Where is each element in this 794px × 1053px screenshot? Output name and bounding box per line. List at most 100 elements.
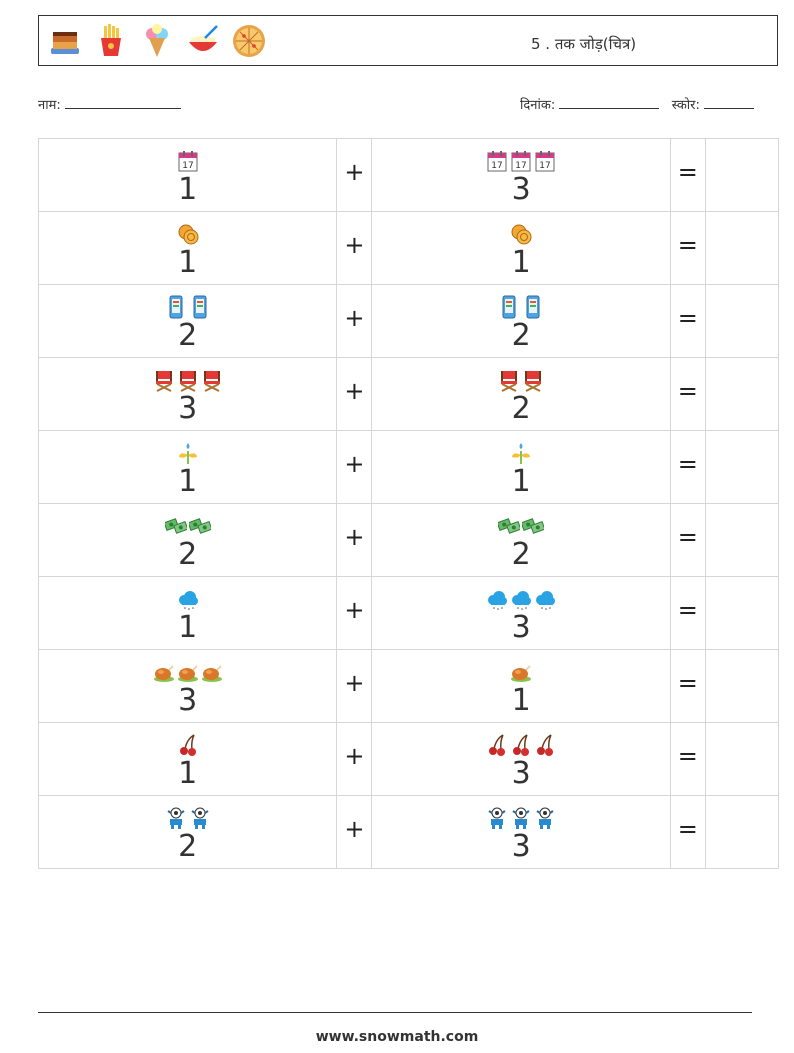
phone-icon <box>498 295 520 319</box>
equals-sign-cell: = <box>669 795 706 869</box>
answer-box[interactable] <box>704 357 780 431</box>
problem-row: 3 +1 = <box>37 649 780 723</box>
equals-sign: = <box>677 815 698 843</box>
icon-group <box>39 291 336 319</box>
operand-number: 2 <box>511 537 531 572</box>
sprout-icon <box>510 441 532 465</box>
cherries-icon <box>177 733 199 757</box>
plus-sign-cell: + <box>336 138 373 212</box>
operand-b: 3 <box>371 722 671 796</box>
answer-box[interactable] <box>704 211 780 285</box>
plus-sign-cell: + <box>336 284 373 358</box>
roast-chicken-icon <box>177 660 199 684</box>
date-score-fields: दिनांक: स्कोर: <box>520 95 755 113</box>
operand-b: 1 <box>371 430 671 504</box>
operand-number: 3 <box>178 391 198 426</box>
operand-a: 1 <box>37 211 338 285</box>
pizza-icon <box>231 22 267 60</box>
phone-icon <box>522 295 544 319</box>
score-blank[interactable] <box>704 96 755 109</box>
problem-row: 3 +2 = <box>37 357 780 431</box>
equals-sign: = <box>677 377 698 405</box>
equals-sign: = <box>677 742 698 770</box>
operand-b: 1 <box>371 649 671 723</box>
icon-group <box>372 583 669 611</box>
operand-b: 2 <box>371 357 671 431</box>
svg-text:17: 17 <box>491 161 502 171</box>
plus-sign: + <box>344 669 365 697</box>
icon-group: 17 17 17 <box>372 145 669 173</box>
plus-sign-cell: + <box>336 722 373 796</box>
plus-sign-cell: + <box>336 357 373 431</box>
problem-row: 17 1 +17 17 17 3 = <box>37 138 780 212</box>
cake-icon <box>47 22 83 60</box>
problem-row: 2 +3 = <box>37 795 780 869</box>
plus-sign: + <box>344 231 365 259</box>
ice-cream-icon <box>139 22 175 60</box>
date-blank[interactable] <box>559 96 660 109</box>
icon-group <box>39 510 336 538</box>
answer-box[interactable] <box>704 430 780 504</box>
cloud-icon <box>534 587 556 611</box>
robot-icon <box>486 806 508 830</box>
operand-number: 3 <box>511 829 531 864</box>
equals-sign: = <box>677 158 698 186</box>
calendar-icon: 17 <box>534 149 556 173</box>
icon-group <box>372 437 669 465</box>
answer-box[interactable] <box>704 503 780 577</box>
answer-box[interactable] <box>704 138 780 212</box>
icon-group <box>372 802 669 830</box>
answer-box[interactable] <box>704 649 780 723</box>
robot-icon <box>510 806 532 830</box>
robot-icon <box>534 806 556 830</box>
operand-number: 3 <box>511 610 531 645</box>
icon-group <box>39 656 336 684</box>
answer-box[interactable] <box>704 722 780 796</box>
operand-number: 1 <box>511 464 531 499</box>
plus-sign: + <box>344 742 365 770</box>
operand-number: 1 <box>511 245 531 280</box>
answer-box[interactable] <box>704 576 780 650</box>
coins-icon <box>510 222 532 246</box>
icon-group <box>39 729 336 757</box>
footer-divider <box>38 1012 752 1013</box>
plus-sign-cell: + <box>336 211 373 285</box>
operand-b: 17 17 17 3 <box>371 138 671 212</box>
operand-b: 1 <box>371 211 671 285</box>
operand-number: 2 <box>511 318 531 353</box>
operand-number: 1 <box>178 756 198 791</box>
chair-icon <box>201 368 223 392</box>
plus-sign-cell: + <box>336 430 373 504</box>
answer-box[interactable] <box>704 284 780 358</box>
cherries-icon <box>510 733 532 757</box>
icon-group <box>372 510 669 538</box>
cloud-icon <box>486 587 508 611</box>
answer-box[interactable] <box>704 795 780 869</box>
money-icon <box>163 514 189 538</box>
cloud-icon <box>177 587 199 611</box>
cherries-icon <box>534 733 556 757</box>
coins-icon <box>177 222 199 246</box>
icon-group <box>372 218 669 246</box>
score-label: स्कोर: <box>671 98 700 113</box>
problem-row: 1 +3 = <box>37 722 780 796</box>
svg-text:17: 17 <box>515 161 526 171</box>
roast-chicken-icon <box>510 660 532 684</box>
plus-sign: + <box>344 450 365 478</box>
date-label: दिनांक: <box>520 98 556 113</box>
operand-number: 1 <box>178 610 198 645</box>
operand-number: 2 <box>178 537 198 572</box>
name-blank[interactable] <box>64 96 181 109</box>
rice-bowl-icon <box>185 22 221 60</box>
footer-site: www.snowmath.com <box>315 1029 479 1045</box>
icon-group <box>39 218 336 246</box>
operand-number: 3 <box>511 756 531 791</box>
equals-sign: = <box>677 669 698 697</box>
cherries-icon <box>486 733 508 757</box>
phone-icon <box>165 295 187 319</box>
operand-a: 2 <box>37 284 338 358</box>
operand-number: 1 <box>178 464 198 499</box>
svg-text:17: 17 <box>539 161 550 171</box>
problem-row: 2 +2 = <box>37 503 780 577</box>
header-box: 5 . तक जोड़(चित्र) <box>38 15 778 66</box>
